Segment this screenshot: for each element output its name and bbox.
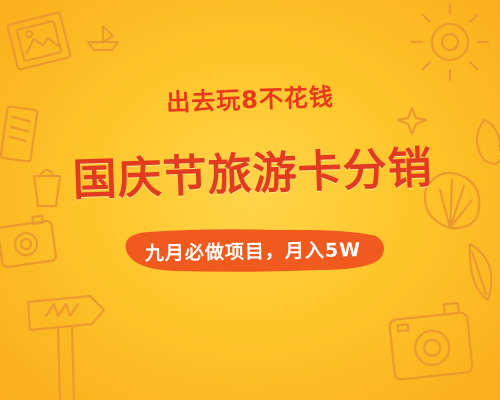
notebook-icon [0,105,39,163]
camera-icon-left [0,214,57,269]
subline-badge: 九月必做项目，月入5W [118,226,388,274]
picture-frame-icon [6,11,72,71]
signpost-icon [26,294,106,400]
boat-icon [86,24,120,52]
headline: 国庆节旅游卡分销 [71,142,434,207]
subline-text: 九月必做项目，月入5W [144,239,362,265]
sun-icon [410,2,490,82]
tagline: 出去玩8不花钱 [165,83,335,117]
leaf-icon [468,242,493,302]
seashell-icon [423,171,481,230]
bucket-icon [32,168,62,208]
camera-icon-right [388,301,474,381]
brush-blob [125,229,384,272]
sparkle-icon [396,106,428,136]
